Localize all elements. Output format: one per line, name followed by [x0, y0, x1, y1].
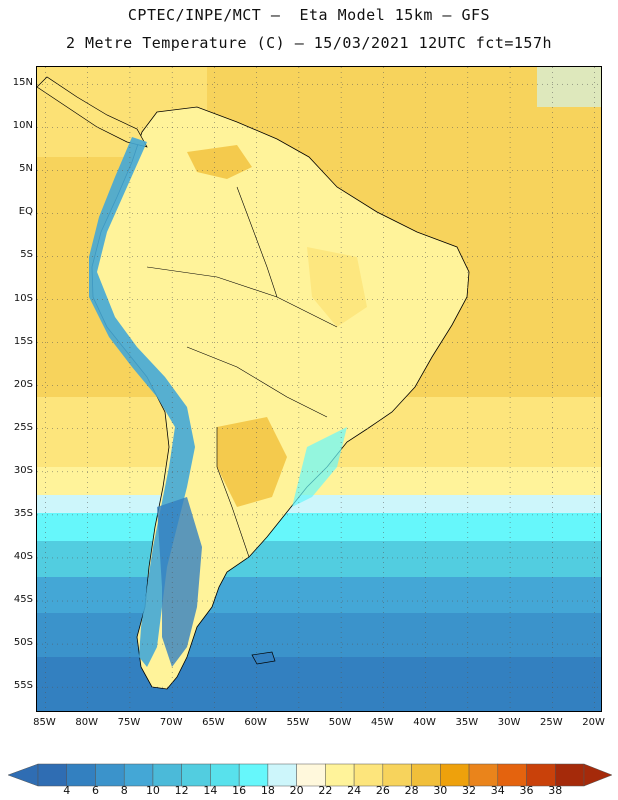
longitude-label: 25W	[540, 717, 563, 728]
latitude-label: 25S	[13, 421, 33, 433]
colorbar-segment	[411, 763, 441, 787]
colorbar-segment	[555, 763, 585, 787]
colorbar	[7, 763, 613, 787]
temperature-map	[37, 67, 601, 711]
colorbar-tick-label: 20	[289, 784, 304, 797]
colorbar-segment	[468, 763, 499, 787]
latitude-label: 5S	[20, 249, 33, 261]
longitude-label: 45W	[371, 717, 394, 728]
map-frame	[36, 66, 602, 712]
colorbar-low-arrow	[7, 763, 39, 787]
colorbar-tick-label: 14	[203, 784, 218, 797]
warm-patch-amazon	[307, 247, 367, 327]
warm-patch-venezuela	[187, 145, 252, 179]
central-america	[37, 76, 148, 148]
longitude-label: 80W	[75, 717, 98, 728]
colorbar-tick-label: 26	[375, 784, 390, 797]
title-line-1: CPTEC/INPE/MCT – Eta Model 15km – GFS	[127, 6, 491, 24]
northeast-cool-patch	[537, 67, 601, 107]
colorbar-tick-label: 12	[174, 784, 189, 797]
latitude-label: 20S	[13, 378, 33, 390]
colorbar-segment	[123, 763, 154, 787]
colorbar-segment	[325, 763, 355, 787]
longitude-label: 50W	[328, 717, 352, 728]
colorbar-segment	[267, 763, 297, 787]
southeast-coast-cool	[292, 427, 347, 507]
colorbar-tick-label: 36	[519, 784, 534, 797]
colorbar-tick-label: 16	[232, 784, 247, 797]
falkland-islands	[251, 651, 276, 665]
colorbar-tick-label: 8	[120, 784, 128, 797]
title-line-2: 2 Metre Temperature (C) – 15/03/2021 12U…	[65, 34, 553, 52]
latitude-label: 45S	[13, 594, 33, 606]
latitude-label: 10S	[13, 292, 33, 304]
patagonia-cold	[157, 497, 202, 667]
colorbar-tick-label: 22	[318, 784, 333, 797]
colorbar-segment	[37, 763, 67, 787]
colorbar-segment	[152, 763, 182, 787]
colorbar-segment	[296, 763, 326, 787]
border-line	[236, 186, 278, 298]
colorbar-segment	[66, 763, 96, 787]
ocean-band-14	[37, 541, 601, 581]
colorbar-segment	[181, 763, 211, 787]
colorbar-tick-label: 4	[63, 784, 71, 797]
colorbar-tick-label: 38	[548, 784, 563, 797]
longitude-label: 55W	[286, 717, 310, 728]
colorbar-tick-label: 30	[433, 784, 448, 797]
latitude-label: 50S	[13, 637, 33, 649]
colorbar-tick-label: 10	[145, 784, 160, 797]
colorbar-segment	[238, 763, 269, 787]
longitude-label: 75W	[117, 717, 141, 728]
colorbar-tick-label: 24	[347, 784, 362, 797]
latitude-label: 5N	[19, 163, 33, 175]
longitude-label: 85W	[33, 717, 56, 728]
latitude-label: 30S	[13, 464, 33, 476]
colorbar-segment	[497, 763, 527, 787]
longitude-label: 70W	[159, 717, 183, 728]
ocean-band-6	[37, 657, 601, 711]
border-line	[146, 266, 338, 328]
colorbar-tick-label: 32	[462, 784, 477, 797]
colorbar-tick-label: 28	[404, 784, 419, 797]
colorbar-tick-label: 34	[490, 784, 505, 797]
latitude-label: 40S	[13, 550, 33, 562]
latitude-label: 10N	[12, 120, 33, 132]
longitude-label: 40W	[413, 717, 436, 728]
colorbar-segment	[353, 763, 384, 787]
ocean-band-10	[37, 577, 601, 617]
border-line	[186, 346, 328, 418]
latitude-label: 15N	[12, 77, 33, 89]
longitude-label: 65W	[202, 717, 225, 728]
colorbar-tick-label: 6	[91, 784, 99, 797]
longitude-label: 30W	[497, 717, 521, 728]
colorbar-tick-label: 18	[260, 784, 275, 797]
ocean-band-8	[37, 613, 601, 663]
latitude-label: EQ	[18, 206, 33, 218]
colorbar-high-arrow	[583, 763, 613, 787]
latitude-label: 15S	[13, 335, 33, 347]
warm-patch-chaco	[217, 417, 287, 507]
longitude-label: 35W	[455, 717, 479, 728]
longitude-label: 20W	[582, 717, 605, 728]
latitude-label: 55S	[13, 680, 33, 692]
latitude-label: 35S	[13, 507, 33, 519]
colorbar-segment	[382, 763, 412, 787]
colorbar-segment	[210, 763, 240, 787]
colorbar-segment	[440, 763, 470, 787]
longitude-label: 60W	[244, 717, 267, 728]
colorbar-segment	[95, 763, 125, 787]
ocean-band-16	[37, 513, 601, 545]
border-line	[216, 427, 250, 558]
colorbar-segment	[526, 763, 556, 787]
